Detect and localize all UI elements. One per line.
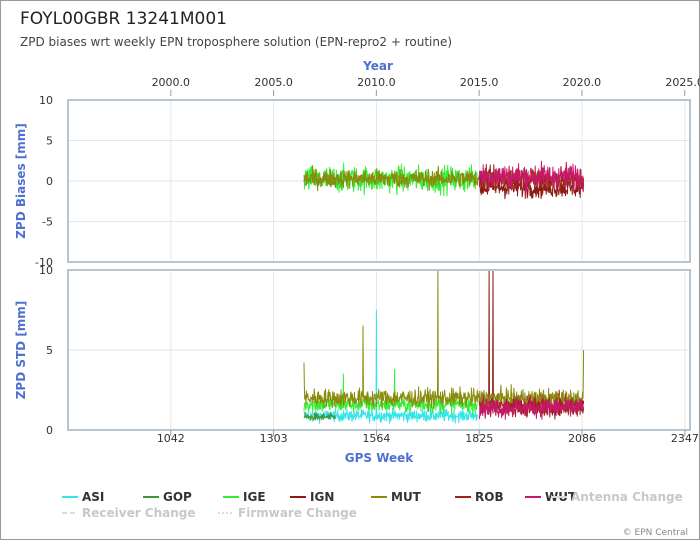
std-y-tick-label: 10 <box>39 264 53 277</box>
legend-label-ign[interactable]: IGN <box>310 490 334 504</box>
bottom-tick-label: 2086 <box>568 432 596 445</box>
std-series-ige <box>303 368 478 416</box>
bottom-axis-title: GPS Week <box>345 451 415 465</box>
std-y-ticks: 10 5 0 <box>39 264 53 437</box>
top-axis-title: Year <box>362 59 393 73</box>
bias-series <box>303 160 585 200</box>
bias-y-tick-label: 10 <box>39 94 53 107</box>
bottom-tick-label: 2347 <box>671 432 699 445</box>
bottom-tick-label: 1825 <box>465 432 493 445</box>
legend-label-extra[interactable]: Firmware Change <box>238 506 357 520</box>
legend-label-ige[interactable]: IGE <box>243 490 266 504</box>
bias-y-tick-label: 0 <box>46 175 53 188</box>
legend-label-mut[interactable]: MUT <box>391 490 422 504</box>
std-series-mut <box>303 269 585 413</box>
std-series <box>303 269 585 424</box>
legend-label-asi[interactable]: ASI <box>82 490 104 504</box>
top-tick-label: 2010.0 <box>357 76 396 89</box>
top-tick-label: 2020.0 <box>563 76 602 89</box>
bias-plot-frame <box>67 99 691 263</box>
std-plot-frame <box>67 269 691 431</box>
chart-title: FOYL00GBR 13241M001 <box>20 9 227 29</box>
legend-label-extra[interactable]: Antenna Change <box>571 490 683 504</box>
chart-subtitle: ZPD biases wrt weekly EPN troposphere so… <box>20 35 452 49</box>
credits: © EPN Central <box>623 528 688 538</box>
bottom-tick-label: 1303 <box>260 432 288 445</box>
top-tick-label: 2015.0 <box>460 76 499 89</box>
bottom-tick-label: 1042 <box>157 432 185 445</box>
std-y-tick-label: 0 <box>46 424 53 437</box>
std-panel: 10 5 0 ZPD STD [mm] <box>14 264 691 437</box>
bias-y-tick-label: -10 <box>35 256 53 269</box>
std-series-wut <box>478 393 585 420</box>
bias-panel: 10 5 0 -5 -10 ZPD Biases [mm] <box>14 94 691 269</box>
bias-y-ticks: 10 5 0 -5 -10 <box>35 94 53 269</box>
bias-series-wut <box>478 160 585 195</box>
legend-label-extra[interactable]: Receiver Change <box>82 506 196 520</box>
top-axis-ticks: 2000.0 2005.0 2010.0 2015.0 2020.0 2025.0 <box>152 76 700 96</box>
bias-y-tick-label: -5 <box>42 216 53 229</box>
top-tick-label: 2005.0 <box>254 76 293 89</box>
std-series-asi <box>303 309 478 424</box>
bias-y-tick-label: 5 <box>46 135 53 148</box>
std-y-axis-title: ZPD STD [mm] <box>14 301 28 400</box>
top-tick-label: 2000.0 <box>152 76 191 89</box>
legend-label-gop[interactable]: GOP <box>163 490 192 504</box>
bias-y-axis-title: ZPD Biases [mm] <box>14 123 28 239</box>
top-tick-label: 2025.0 <box>665 76 700 89</box>
std-y-tick-label: 5 <box>46 344 53 357</box>
std-series-gop <box>303 411 336 422</box>
bottom-tick-label: 1564 <box>362 432 390 445</box>
legend-label-rob[interactable]: ROB <box>475 490 504 504</box>
bias-series-ign <box>478 175 585 200</box>
bottom-axis-ticks: 1042 1303 1564 1825 2086 2347 <box>157 430 699 445</box>
